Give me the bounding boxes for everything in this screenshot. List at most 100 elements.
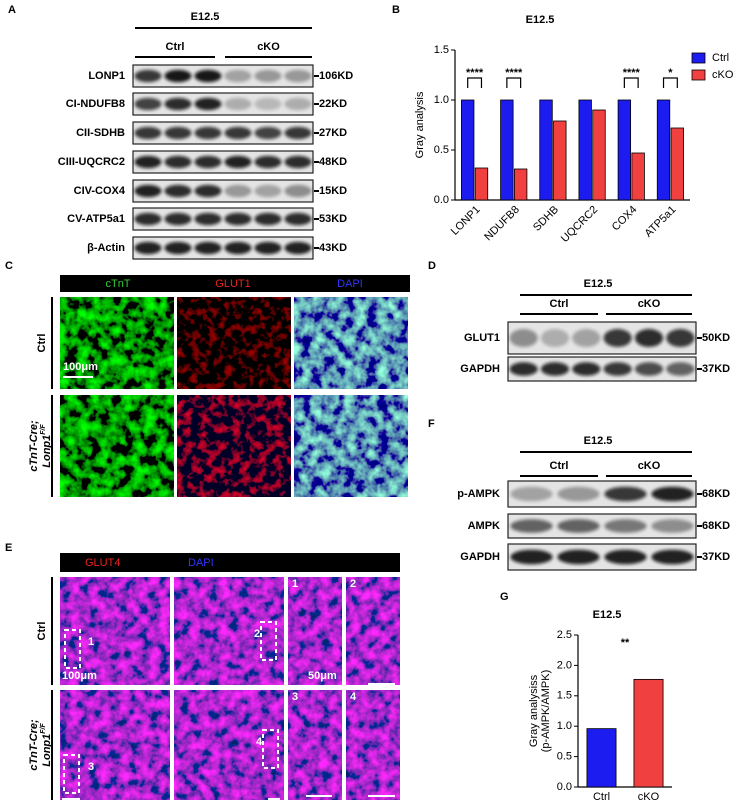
significance-bracket	[662, 77, 678, 88]
blot-band	[224, 126, 252, 140]
micrograph	[177, 297, 291, 389]
blot-band	[284, 126, 312, 140]
y-axis-label: Gray analysis	[414, 91, 426, 158]
row-label: cTnT-Cre;Lonp1F/F	[28, 420, 53, 472]
micrograph	[60, 395, 174, 497]
blot-band	[134, 97, 162, 111]
inset-label: 4	[256, 736, 263, 748]
time-label: E12.5	[584, 278, 613, 290]
blot-band	[254, 241, 282, 255]
inset-label: 3	[88, 761, 94, 773]
blot-band	[164, 155, 192, 169]
micrograph	[294, 297, 408, 389]
blot-band	[254, 155, 282, 169]
size-label: 27KD	[319, 127, 347, 139]
row-label-line: cTnT-Cre;	[28, 719, 40, 771]
blot-band	[224, 212, 252, 226]
bar	[592, 109, 606, 201]
group-label: cKO	[257, 41, 280, 53]
y-tick-label: 0.0	[434, 194, 449, 206]
time-label: E12.5	[584, 435, 613, 447]
inset-number: 4	[350, 691, 357, 703]
channel-label: DAPI	[188, 557, 214, 569]
bar	[474, 167, 489, 201]
significance: *	[668, 67, 673, 79]
x-tick-label: COX4	[610, 204, 640, 234]
blot-band	[651, 549, 694, 565]
row-label: cTnT-Cre;Lonp1F/F	[28, 719, 53, 771]
blot-band	[540, 329, 570, 347]
y-tick-label: 0.5	[557, 751, 572, 763]
protein-label: LONP1	[88, 70, 125, 82]
bar	[631, 152, 645, 201]
blot-band	[194, 155, 222, 169]
blot-band	[557, 519, 600, 533]
blot-band	[634, 362, 664, 376]
micrograph	[346, 690, 400, 800]
y-axis-label: Gray analysiss(p-AMPK/AMPK)	[528, 670, 552, 753]
blot-band	[224, 184, 252, 198]
micrograph	[60, 297, 174, 389]
size-label: 22KD	[319, 98, 347, 110]
blot-band	[164, 69, 192, 83]
size-label: 53KD	[319, 213, 347, 225]
blot-band	[194, 184, 222, 198]
group-label: Ctrl	[550, 460, 569, 472]
micrograph	[288, 577, 342, 685]
protein-label: CIII-UQCRC2	[58, 156, 125, 168]
panel-letter: D	[428, 260, 436, 272]
protein-label: GAPDH	[460, 551, 500, 563]
channel-label: cTnT	[105, 278, 130, 290]
blot-band	[603, 329, 632, 347]
channel-label: GLUT1	[215, 278, 250, 290]
blot-band	[254, 212, 282, 226]
inset-box	[63, 754, 80, 794]
blot-strip	[507, 321, 697, 355]
micrograph	[346, 577, 400, 685]
blot-band	[164, 212, 192, 226]
time-label: E12.5	[191, 11, 220, 23]
bar	[578, 99, 592, 201]
micrograph	[294, 395, 408, 497]
significance-bracket	[623, 77, 639, 88]
blot-band	[134, 155, 162, 169]
panel-letter: C	[5, 260, 13, 272]
size-label: 15KD	[319, 185, 347, 197]
blot-band	[194, 212, 222, 226]
y-axis-label-line: Gray analysiss	[528, 674, 540, 747]
panel-letter: B	[392, 4, 400, 16]
blot-band	[224, 97, 252, 111]
significance-bracket	[506, 77, 522, 88]
blot-band	[164, 97, 192, 111]
y-tick-label: 1.5	[557, 690, 572, 702]
blot-band	[604, 549, 647, 565]
bar	[500, 99, 514, 201]
legend-label: cKO	[712, 69, 734, 81]
inset-label: 1	[88, 636, 94, 648]
y-tick-label: 2.0	[557, 659, 572, 671]
bar	[553, 120, 567, 201]
x-tick-label: UQCRC2	[559, 204, 600, 245]
blot-band	[509, 329, 538, 347]
size-label: 106KD	[319, 70, 353, 82]
blot-band	[557, 486, 600, 502]
protein-label: CII-SDHB	[76, 127, 125, 139]
bar	[539, 99, 553, 201]
blot-band	[284, 97, 312, 111]
blot-band	[194, 241, 222, 255]
bar	[461, 99, 475, 201]
protein-label: p-AMPK	[457, 488, 500, 500]
blot-band	[510, 549, 553, 565]
x-tick-label: LONP1	[449, 204, 483, 238]
bar	[586, 728, 617, 788]
significance: ****	[466, 67, 484, 79]
group-label: cKO	[638, 298, 661, 310]
significance: ****	[505, 67, 523, 79]
y-tick-label: 1.0	[434, 94, 449, 106]
panel-letter: A	[8, 4, 16, 16]
protein-label: AMPK	[468, 520, 500, 532]
row-label-line: Lonp1	[41, 435, 53, 468]
bar	[513, 168, 528, 201]
inset-label: 2	[254, 628, 260, 640]
size-label: 68KD	[702, 520, 730, 532]
